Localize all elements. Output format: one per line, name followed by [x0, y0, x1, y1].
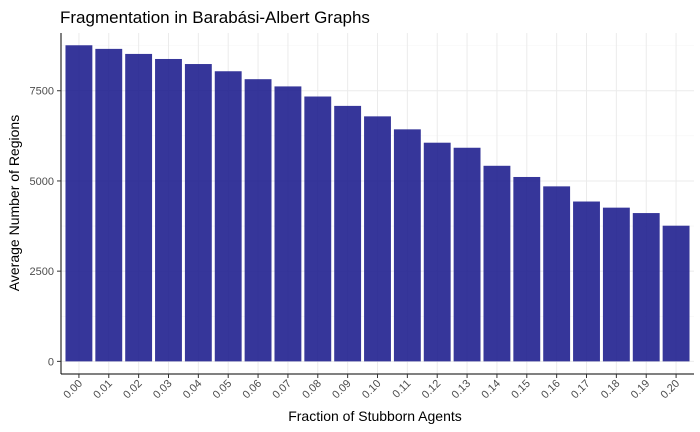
x-tick-label: 0.02 — [121, 378, 145, 402]
bar-0.19 — [632, 213, 660, 362]
x-tick-label: 0.17 — [569, 378, 593, 402]
bar-0.12 — [423, 142, 451, 362]
bar-0.07 — [274, 86, 302, 362]
bar-0.10 — [364, 116, 391, 362]
bar-0.01 — [95, 48, 123, 362]
bar-0.13 — [453, 147, 481, 362]
bar-0.02 — [125, 53, 153, 362]
x-tick-label: 0.04 — [181, 378, 205, 402]
x-tick-label: 0.13 — [450, 378, 474, 402]
x-tick-label: 0.05 — [211, 378, 235, 402]
bar-0.04 — [184, 64, 212, 362]
y-tick-label: 7500 — [30, 86, 54, 98]
bar-0.05 — [214, 71, 242, 362]
x-tick-label: 0.08 — [300, 378, 324, 402]
x-tick-label: 0.14 — [479, 378, 503, 402]
chart-title: Fragmentation in Barabási-Albert Graphs — [60, 8, 370, 27]
bar-0.17 — [573, 201, 600, 362]
bar-0.18 — [602, 207, 630, 362]
bar-0.11 — [393, 129, 421, 362]
bar-0.20 — [662, 225, 690, 362]
x-tick-label: 0.09 — [330, 378, 354, 402]
x-tick-label: 0.03 — [151, 378, 175, 402]
bar-0.14 — [483, 165, 511, 362]
x-tick-label: 0.01 — [91, 378, 115, 402]
bar-0.06 — [244, 79, 272, 362]
x-tick-label: 0.07 — [270, 378, 294, 402]
y-tick-label: 5000 — [30, 176, 54, 188]
y-axis-title: Average Number of Regions — [6, 115, 22, 291]
x-tick-label: 0.10 — [360, 378, 384, 402]
y-tick-label: 0 — [48, 356, 54, 368]
bar-0.15 — [513, 176, 541, 362]
x-tick-label: 0.06 — [241, 378, 265, 402]
bar-0.09 — [334, 105, 362, 362]
bar-0.03 — [155, 58, 182, 362]
x-tick-label: 0.18 — [599, 378, 623, 402]
x-tick-label: 0.16 — [539, 378, 563, 402]
x-tick-label: 0.12 — [420, 378, 444, 402]
x-tick-label: 0.20 — [659, 378, 683, 402]
bar-0.16 — [543, 186, 571, 362]
x-axis-title: Fraction of Stubborn Agents — [288, 408, 462, 424]
x-tick-label: 0.19 — [629, 378, 653, 402]
x-tick-label: 0.11 — [390, 378, 413, 401]
x-tick-label: 0.00 — [61, 378, 85, 402]
bar-0.08 — [304, 96, 332, 362]
bar-0.00 — [65, 45, 93, 362]
x-tick-label: 0.15 — [509, 378, 533, 402]
y-tick-label: 2500 — [30, 266, 54, 278]
